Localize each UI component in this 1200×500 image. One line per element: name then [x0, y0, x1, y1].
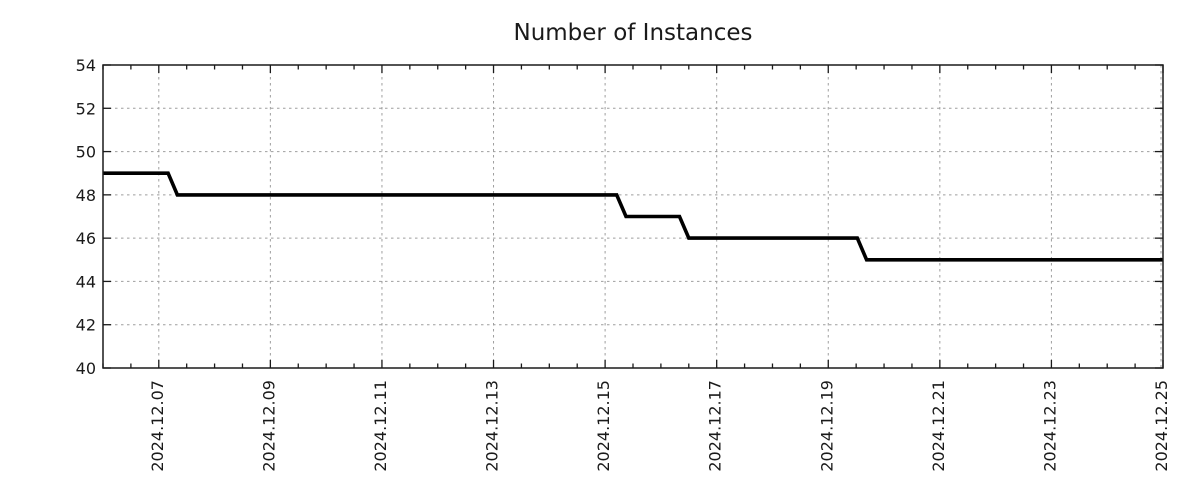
- instances-line: [103, 171, 1163, 262]
- y-tick-label: 48: [76, 186, 96, 205]
- x-tick-label: 2024.12.15: [594, 380, 613, 472]
- x-tick-labels: 2024.12.07 2024.12.09 2024.12.11 2024.12.13…: [148, 380, 1171, 472]
- x-tick-label: 2024.12.23: [1040, 380, 1059, 472]
- y-tick-label: 54: [76, 56, 96, 75]
- chart-title: Number of Instances: [514, 20, 753, 46]
- x-tick-label: 2024.12.25: [1152, 380, 1171, 472]
- data-series: [103, 171, 1163, 262]
- tick-marks: [102, 64, 1164, 369]
- y-tick-label: 46: [76, 229, 96, 248]
- x-tick-label: 2024.12.11: [371, 380, 390, 472]
- x-tick-label: 2024.12.09: [259, 380, 278, 472]
- x-tick-label: 2024.12.13: [483, 380, 502, 472]
- x-tick-label: 2024.12.17: [706, 380, 725, 472]
- y-tick-label: 42: [76, 316, 96, 335]
- y-tick-label: 50: [76, 143, 96, 162]
- x-tick-label: 2024.12.21: [929, 380, 948, 472]
- x-tick-label: 2024.12.07: [148, 380, 167, 472]
- y-tick-label: 44: [76, 272, 96, 291]
- y-tick-labels: 40 42 44 46 48 50 52 54: [76, 56, 96, 378]
- y-tick-label: 52: [76, 99, 96, 118]
- x-tick-label: 2024.12.19: [817, 380, 836, 472]
- y-tick-label: 40: [76, 359, 96, 378]
- gridlines: [103, 65, 1163, 368]
